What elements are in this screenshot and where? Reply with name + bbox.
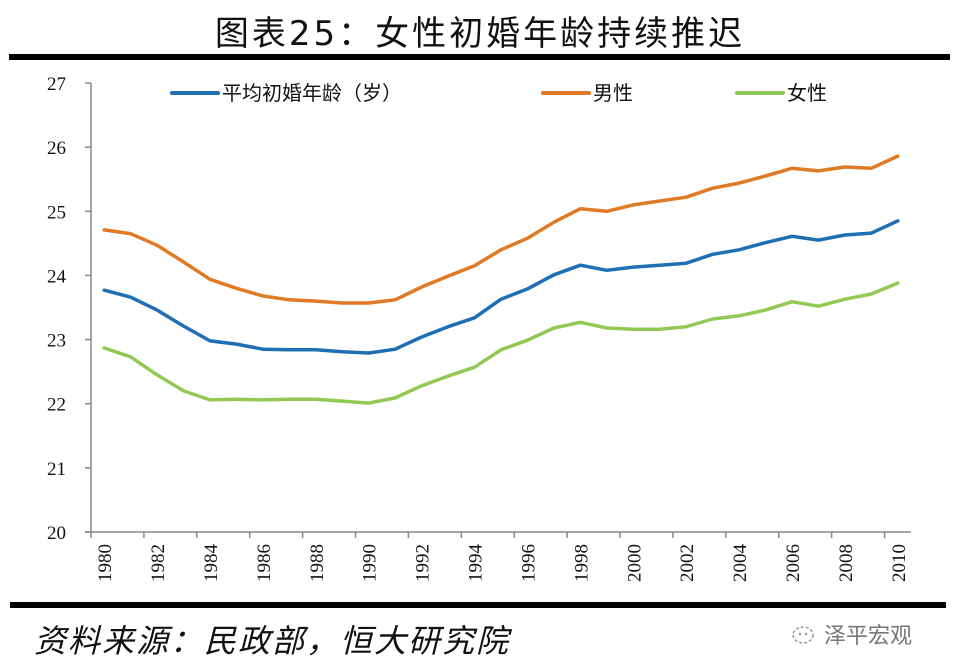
x-tick-label: 1998 xyxy=(571,544,592,582)
series-line-0 xyxy=(102,219,900,355)
x-tick-label: 1982 xyxy=(148,544,169,582)
top-divider xyxy=(9,54,950,60)
x-tick-label: 2000 xyxy=(624,544,645,582)
y-tick-label: 25 xyxy=(47,202,66,223)
x-tick-label: 1980 xyxy=(95,544,116,582)
legend-label-2: 女性 xyxy=(787,81,827,105)
chart-title: 图表25：女性初婚年龄持续推迟 xyxy=(214,14,746,54)
series-group xyxy=(102,154,900,405)
x-tick-label: 2008 xyxy=(836,544,857,582)
watermark-text: 泽平宏观 xyxy=(824,624,913,649)
line-chart: 平均初婚年龄（岁） 男性 女性 20 21 22 23 24 25 26 27 1980 1982 19… xyxy=(47,74,911,582)
legend: 平均初婚年龄（岁） 男性 女性 xyxy=(170,81,827,105)
x-tick-label: 2010 xyxy=(889,544,910,582)
y-tick-label: 27 xyxy=(47,74,66,95)
series-line-1 xyxy=(102,154,900,305)
wechat-icon xyxy=(790,623,816,645)
watermark: 泽平宏观 xyxy=(790,618,912,650)
x-tick-label: 2006 xyxy=(783,544,804,582)
y-tick-label: 20 xyxy=(47,523,66,544)
y-tick-label: 24 xyxy=(47,266,67,287)
x-tick-label: 2002 xyxy=(677,544,698,582)
axes: 20 21 22 23 24 25 26 27 1980 1982 1984 1986 1988 1990… xyxy=(47,74,911,582)
y-tick-label: 26 xyxy=(47,138,66,159)
legend-label-1: 男性 xyxy=(593,81,633,105)
source-note: 资料来源：民政部，恒大研究院 xyxy=(34,622,511,660)
x-tick-label: 1990 xyxy=(360,544,381,582)
y-tick-label: 22 xyxy=(47,395,66,416)
x-tick-label: 1996 xyxy=(518,544,539,582)
x-tick-label: 2004 xyxy=(730,544,751,583)
x-tick-label: 1992 xyxy=(413,544,434,582)
bottom-divider xyxy=(10,602,946,608)
y-tick-label: 21 xyxy=(47,459,66,480)
x-tick-label: 1986 xyxy=(254,544,275,582)
x-tick-label: 1984 xyxy=(201,544,222,583)
y-tick-label: 23 xyxy=(47,331,66,352)
x-tick-label: 1988 xyxy=(307,544,328,582)
legend-label-0: 平均初婚年龄（岁） xyxy=(222,81,402,105)
x-tick-label: 1994 xyxy=(466,544,487,583)
